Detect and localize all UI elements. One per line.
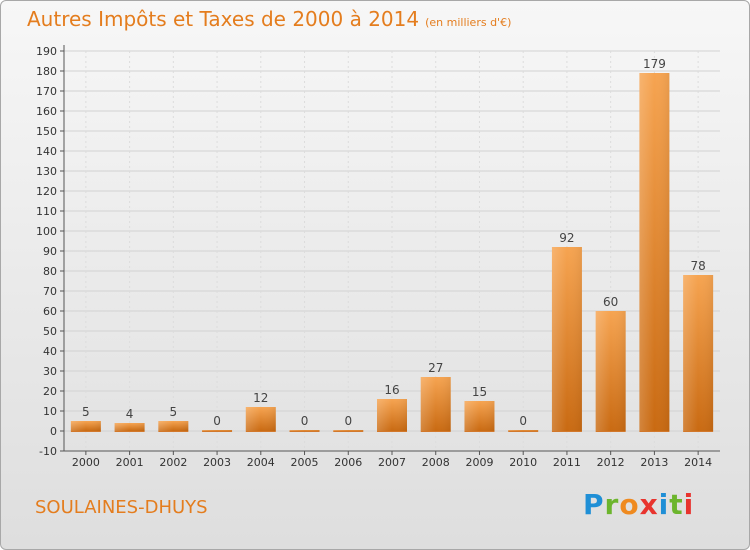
bar-shade [464,401,495,431]
logo-letter: o [619,488,640,521]
y-tick-label: 100 [36,225,57,238]
x-tick-label: 2013 [640,456,668,469]
y-tick-label: 190 [36,45,57,58]
y-tick-label: 0 [50,425,57,438]
data-label: 0 [301,414,309,428]
logo-letter: i [658,488,670,521]
bar-shade [202,430,233,431]
y-tick-label: 70 [43,285,57,298]
bar-shade [333,430,364,431]
proxiti-logo[interactable]: Proxiti [583,488,694,521]
y-tick-label: 50 [43,325,57,338]
data-label: 92 [559,231,574,245]
x-tick-label: 2000 [72,456,100,469]
bar-shade [289,430,320,431]
x-tick-label: 2007 [378,456,406,469]
x-tick-label: 2006 [334,456,362,469]
y-tick-label: 160 [36,105,57,118]
axes: -100102030405060708090100110120130140150… [36,45,720,469]
bar-shade [245,407,276,431]
y-tick-label: 170 [36,85,57,98]
data-label: 0 [213,414,221,428]
data-label: 0 [519,414,527,428]
bar-shade [377,399,407,431]
x-tick-label: 2002 [159,456,187,469]
x-tick-label: 2009 [465,456,493,469]
data-labels: 5 4 5 0 12 0 0 16 27 15 0 92 60 179 78 [82,57,706,428]
logo-letter: t [669,488,684,521]
bar-shade [639,73,670,431]
data-label: 78 [690,259,705,273]
bar-shade [158,421,189,431]
bar-shade [114,423,145,431]
data-label: 5 [82,405,90,419]
y-tick-label: -10 [39,445,57,458]
x-tick-label: 2012 [597,456,625,469]
x-tick-label: 2004 [247,456,275,469]
y-tick-label: 30 [43,365,57,378]
x-tick-label: 2003 [203,456,231,469]
bar-shade [420,377,451,431]
y-tick-label: 80 [43,265,57,278]
chart-unit: (en milliers d'€) [425,16,512,29]
bars [70,73,714,432]
data-label: 12 [253,391,268,405]
y-tick-label: 180 [36,65,57,78]
y-tick-label: 130 [36,165,57,178]
data-label: 60 [603,295,618,309]
bar-shade [508,430,539,431]
data-label: 5 [170,405,178,419]
y-tick-label: 150 [36,125,57,138]
x-tick-label: 2008 [422,456,450,469]
logo-letter: x [639,488,659,521]
chart-title-text: Autres Impôts et Taxes de 2000 à 2014 [27,7,420,31]
bar-shade [595,311,626,431]
y-tick-label: 10 [43,405,57,418]
x-tick-label: 2005 [291,456,319,469]
data-label: 27 [428,361,443,375]
data-label: 15 [472,385,487,399]
y-tick-label: 20 [43,385,57,398]
x-tick-label: 2010 [509,456,537,469]
y-tick-label: 40 [43,345,57,358]
data-label: 179 [643,57,666,71]
x-tick-label: 2001 [116,456,144,469]
bar-shade [551,247,582,431]
x-tick-label: 2014 [684,456,712,469]
bar-shade [683,275,714,431]
y-tick-label: 140 [36,145,57,158]
logo-letter: i [683,488,695,521]
chart-title: Autres Impôts et Taxes de 2000 à 2014 (en… [27,7,511,31]
data-label: 0 [344,414,352,428]
y-tick-label: 60 [43,305,57,318]
x-tick-label: 2011 [553,456,581,469]
bar-shade [70,421,101,431]
logo-letter: P [583,488,605,521]
y-tick-label: 110 [36,205,57,218]
town-name: SOULAINES-DHUYS [35,497,208,518]
logo-letter: r [604,488,620,521]
y-tick-label: 120 [36,185,57,198]
data-label: 4 [126,407,134,421]
data-label: 16 [384,383,399,397]
y-tick-label: 90 [43,245,57,258]
